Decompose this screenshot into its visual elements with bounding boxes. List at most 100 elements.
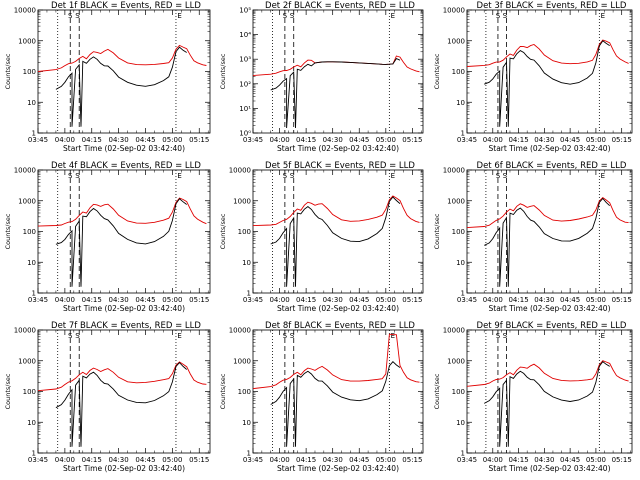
panel-det-4: Det 4f BLACK = Events, RED = LLD 1 10 100 10…	[4, 161, 211, 313]
x-tick-label: 05:00	[162, 136, 182, 144]
series-lld	[466, 39, 629, 67]
x-tick-label: 04:45	[135, 456, 155, 464]
plot-frame	[466, 9, 633, 134]
y-tick-label: 10000	[14, 327, 36, 335]
event-marker-label: S	[503, 332, 508, 340]
panel-title: Det 9f BLACK = Events, RED = LLD	[477, 321, 627, 331]
event-marker-label: S	[290, 332, 295, 340]
y-tick-label: 10000	[443, 7, 465, 15]
event-marker-label: S	[68, 332, 73, 340]
y-axis-label: Counts/sec	[4, 213, 12, 249]
y-tick-label: 10	[456, 419, 465, 427]
event-marker-label: S	[290, 12, 295, 20]
y-tick-label: 10000	[14, 7, 36, 15]
x-tick-label: 04:15	[82, 136, 102, 144]
x-tick-label: 03:45	[28, 136, 48, 144]
series-events	[483, 360, 610, 447]
x-tick-label: 03:45	[243, 136, 263, 144]
x-tick-label: 05:15	[189, 296, 209, 304]
x-axis-label: Start Time (02-Sep-02 03:42:40)	[489, 144, 611, 153]
x-tick-label: 03:45	[457, 136, 477, 144]
x-tick-label: 05:15	[402, 296, 422, 304]
panel-det-1: Det 1f BLACK = Events, RED = LLD 1 10 100 10…	[4, 1, 211, 153]
x-tick-label: 04:30	[109, 136, 129, 144]
x-tick-label: 04:15	[296, 456, 316, 464]
x-tick-label: 04:00	[55, 136, 75, 144]
series-lld	[466, 360, 629, 387]
y-axis-label: Counts/sec	[219, 373, 227, 409]
x-tick-label: 03:45	[457, 456, 477, 464]
y-tick-label: 10⁵	[239, 7, 251, 15]
plot-frame	[252, 9, 424, 134]
y-tick-label: 100	[452, 68, 465, 76]
x-tick-label: 04:45	[560, 136, 580, 144]
event-marker-label: E	[177, 172, 181, 180]
y-tick-label: 1	[32, 290, 36, 298]
event-marker-label: E	[391, 172, 395, 180]
x-tick-label: 04:00	[269, 456, 289, 464]
event-marker-label: E	[601, 172, 605, 180]
x-tick-label: 04:15	[82, 456, 102, 464]
event-marker-label: S	[290, 172, 295, 180]
x-tick-label: 05:00	[162, 296, 182, 304]
x-tick-label: 04:45	[349, 456, 369, 464]
x-tick-label: 05:15	[189, 136, 209, 144]
y-tick-label: 1	[461, 130, 465, 138]
y-tick-label: 10	[27, 419, 36, 427]
x-tick-label: 04:30	[323, 296, 343, 304]
panel-det-3: Det 3f BLACK = Events, RED = LLD 1 10 100 10…	[433, 1, 633, 153]
x-axis-label: Start Time (02-Sep-02 03:42:40)	[277, 304, 399, 313]
panel-title: Det 2f BLACK = Events, RED = LLD	[265, 1, 415, 11]
event-marker-label: S	[503, 172, 508, 180]
x-tick-label: 04:45	[135, 136, 155, 144]
event-marker-label: E	[177, 12, 181, 20]
y-tick-label: 1	[32, 450, 36, 458]
panel-det-8: Det 8f BLACK = Events, RED = LLD 1 10 100 10…	[219, 321, 424, 473]
x-tick-label: 04:45	[560, 456, 580, 464]
plot-frame	[37, 9, 211, 134]
plot-frame	[466, 169, 633, 294]
event-marker-label: S	[283, 172, 288, 180]
event-marker-label: E	[391, 12, 395, 20]
x-tick-label: 03:45	[28, 456, 48, 464]
x-tick-label: 05:00	[376, 296, 396, 304]
y-tick-label: 100	[238, 388, 251, 396]
series-events	[484, 197, 611, 287]
event-marker-label: S	[68, 12, 73, 20]
x-tick-label: 05:15	[402, 136, 422, 144]
event-marker-label: S	[68, 172, 73, 180]
y-tick-label: 1	[247, 450, 251, 458]
series-events	[270, 361, 401, 447]
x-tick-label: 05:15	[402, 456, 422, 464]
panel-title: Det 1f BLACK = Events, RED = LLD	[51, 1, 201, 11]
x-tick-label: 03:45	[243, 456, 263, 464]
y-tick-label: 10000	[443, 327, 465, 335]
event-marker-label: S	[75, 172, 80, 180]
event-marker-label: S	[496, 172, 501, 180]
y-tick-label: 100	[238, 228, 251, 236]
x-tick-label: 04:30	[109, 296, 129, 304]
y-tick-label: 10	[456, 99, 465, 107]
y-tick-label: 100	[23, 228, 36, 236]
x-tick-label: 04:30	[534, 456, 554, 464]
x-tick-label: 05:15	[612, 456, 632, 464]
series-events	[484, 40, 610, 127]
y-tick-label: 1	[461, 450, 465, 458]
x-tick-label: 03:45	[243, 296, 263, 304]
series-lld	[37, 197, 207, 227]
panel-det-6: Det 6f BLACK = Events, RED = LLD 1 10 100 10…	[433, 161, 633, 313]
y-axis-label: Counts/sec	[433, 373, 441, 409]
x-tick-label: 04:00	[483, 456, 503, 464]
plot-frame	[37, 329, 211, 454]
y-tick-label: 10	[27, 259, 36, 267]
x-tick-label: 03:45	[457, 296, 477, 304]
y-tick-label: 10⁰	[239, 130, 251, 138]
panel-title: Det 3f BLACK = Events, RED = LLD	[477, 1, 627, 11]
series-lld	[252, 55, 420, 76]
series-events	[55, 198, 187, 287]
x-tick-label: 04:30	[323, 136, 343, 144]
x-axis-label: Start Time (02-Sep-02 03:42:40)	[63, 144, 185, 153]
x-tick-label: 04:45	[349, 136, 369, 144]
x-tick-label: 04:30	[534, 136, 554, 144]
series-lld	[252, 195, 420, 227]
